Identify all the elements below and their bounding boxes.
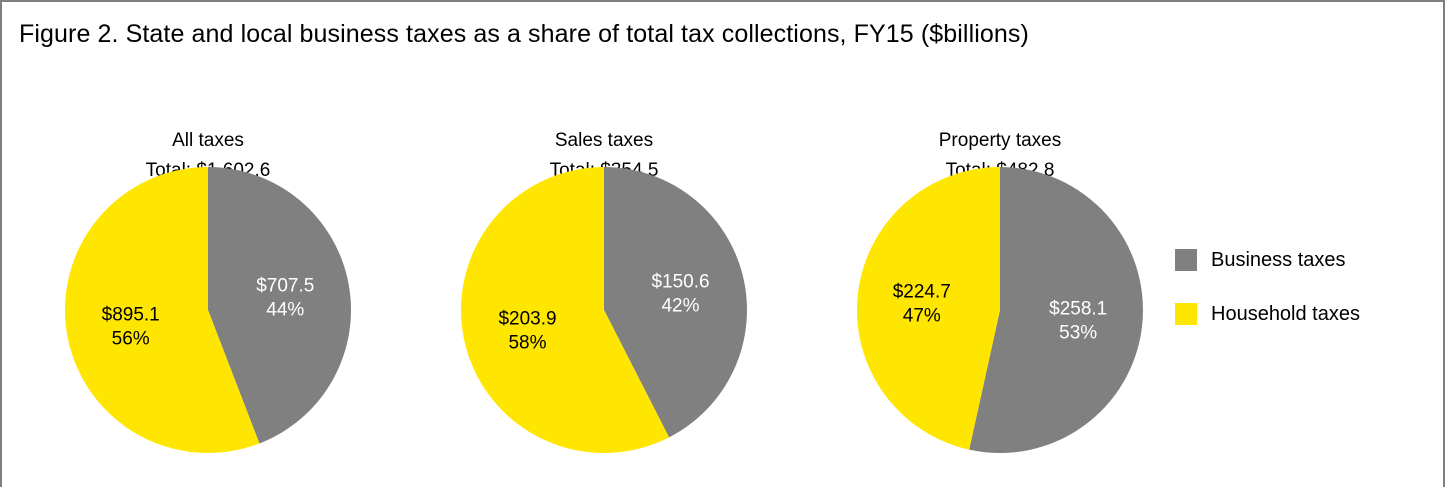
slice-sales-taxes-business [604, 167, 747, 438]
pie-title-sales-taxes: Sales taxes [555, 130, 653, 151]
slice-label-all-taxes-household-value: $895.1 [102, 304, 160, 325]
slice-all-taxes-household [65, 167, 260, 453]
slice-label-sales-taxes-business-percent: 42% [661, 296, 699, 317]
pie-title-property-taxes: Property taxes [939, 130, 1062, 151]
slice-sales-taxes-household [460, 166, 670, 453]
slice-label-sales-taxes-business-value: $150.6 [651, 272, 709, 293]
slice-label-sales-taxes-household-percent: 58% [508, 332, 546, 353]
slice-label-property-taxes-household-value: $224.7 [893, 282, 951, 303]
slice-label-all-taxes-household-percent: 56% [112, 328, 150, 349]
pie-property-taxes: Property taxes Total: $482.8 $258.1 53% … [856, 130, 1143, 454]
slice-label-all-taxes-business-percent: 44% [266, 300, 304, 321]
legend-swatch-business [1175, 249, 1197, 271]
slice-label-sales-taxes-household-value: $203.9 [498, 308, 556, 329]
legend-item-household: Household taxes [1175, 302, 1360, 326]
pie-all-taxes: All taxes Total: $1,602.6 $707.5 44% $89… [65, 130, 352, 453]
legend: Business taxes Household taxes [1175, 248, 1360, 356]
pie-sales-taxes: Sales taxes Total: $354.5 $150.6 42% $20… [460, 130, 747, 453]
slice-property-taxes-business [969, 167, 1143, 454]
slice-property-taxes-household [856, 166, 1000, 450]
legend-label-household: Household taxes [1211, 302, 1360, 325]
legend-swatch-household [1175, 303, 1197, 325]
slice-label-property-taxes-business-percent: 53% [1059, 323, 1097, 344]
pie-title-all-taxes: All taxes [172, 130, 244, 151]
legend-label-business: Business taxes [1211, 248, 1346, 271]
slice-label-all-taxes-business-value: $707.5 [256, 276, 314, 297]
legend-item-business: Business taxes [1175, 248, 1360, 272]
slice-label-property-taxes-household-percent: 47% [903, 306, 941, 327]
chart-title: Figure 2. State and local business taxes… [19, 20, 1029, 48]
slice-all-taxes-business [208, 167, 352, 444]
slice-label-property-taxes-business-value: $258.1 [1049, 299, 1107, 320]
